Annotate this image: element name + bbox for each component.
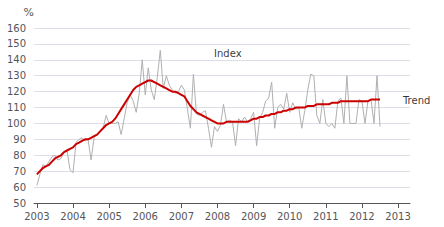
svg-text:2003: 2003 — [24, 211, 49, 222]
svg-text:2004: 2004 — [60, 211, 85, 222]
svg-text:120: 120 — [7, 86, 26, 97]
svg-text:Trend: Trend — [402, 95, 430, 106]
svg-text:2005: 2005 — [96, 211, 121, 222]
svg-text:80: 80 — [13, 150, 26, 161]
svg-text:130: 130 — [7, 70, 26, 81]
svg-text:50: 50 — [13, 198, 26, 209]
svg-text:2006: 2006 — [133, 211, 158, 222]
svg-text:2008: 2008 — [205, 211, 230, 222]
svg-text:2012: 2012 — [349, 211, 374, 222]
svg-text:2011: 2011 — [313, 211, 338, 222]
svg-text:140: 140 — [7, 54, 26, 65]
svg-text:110: 110 — [7, 102, 26, 113]
svg-text:2013: 2013 — [385, 211, 410, 222]
svg-text:160: 160 — [7, 23, 26, 34]
svg-text:2007: 2007 — [169, 211, 194, 222]
svg-text:60: 60 — [13, 182, 26, 193]
svg-text:90: 90 — [13, 134, 26, 145]
svg-text:150: 150 — [7, 38, 26, 49]
svg-text:%: % — [24, 6, 34, 19]
svg-text:Index: Index — [214, 48, 242, 59]
svg-text:70: 70 — [13, 166, 26, 177]
svg-text:2009: 2009 — [241, 211, 266, 222]
svg-text:100: 100 — [7, 118, 26, 129]
svg-text:2010: 2010 — [277, 211, 302, 222]
